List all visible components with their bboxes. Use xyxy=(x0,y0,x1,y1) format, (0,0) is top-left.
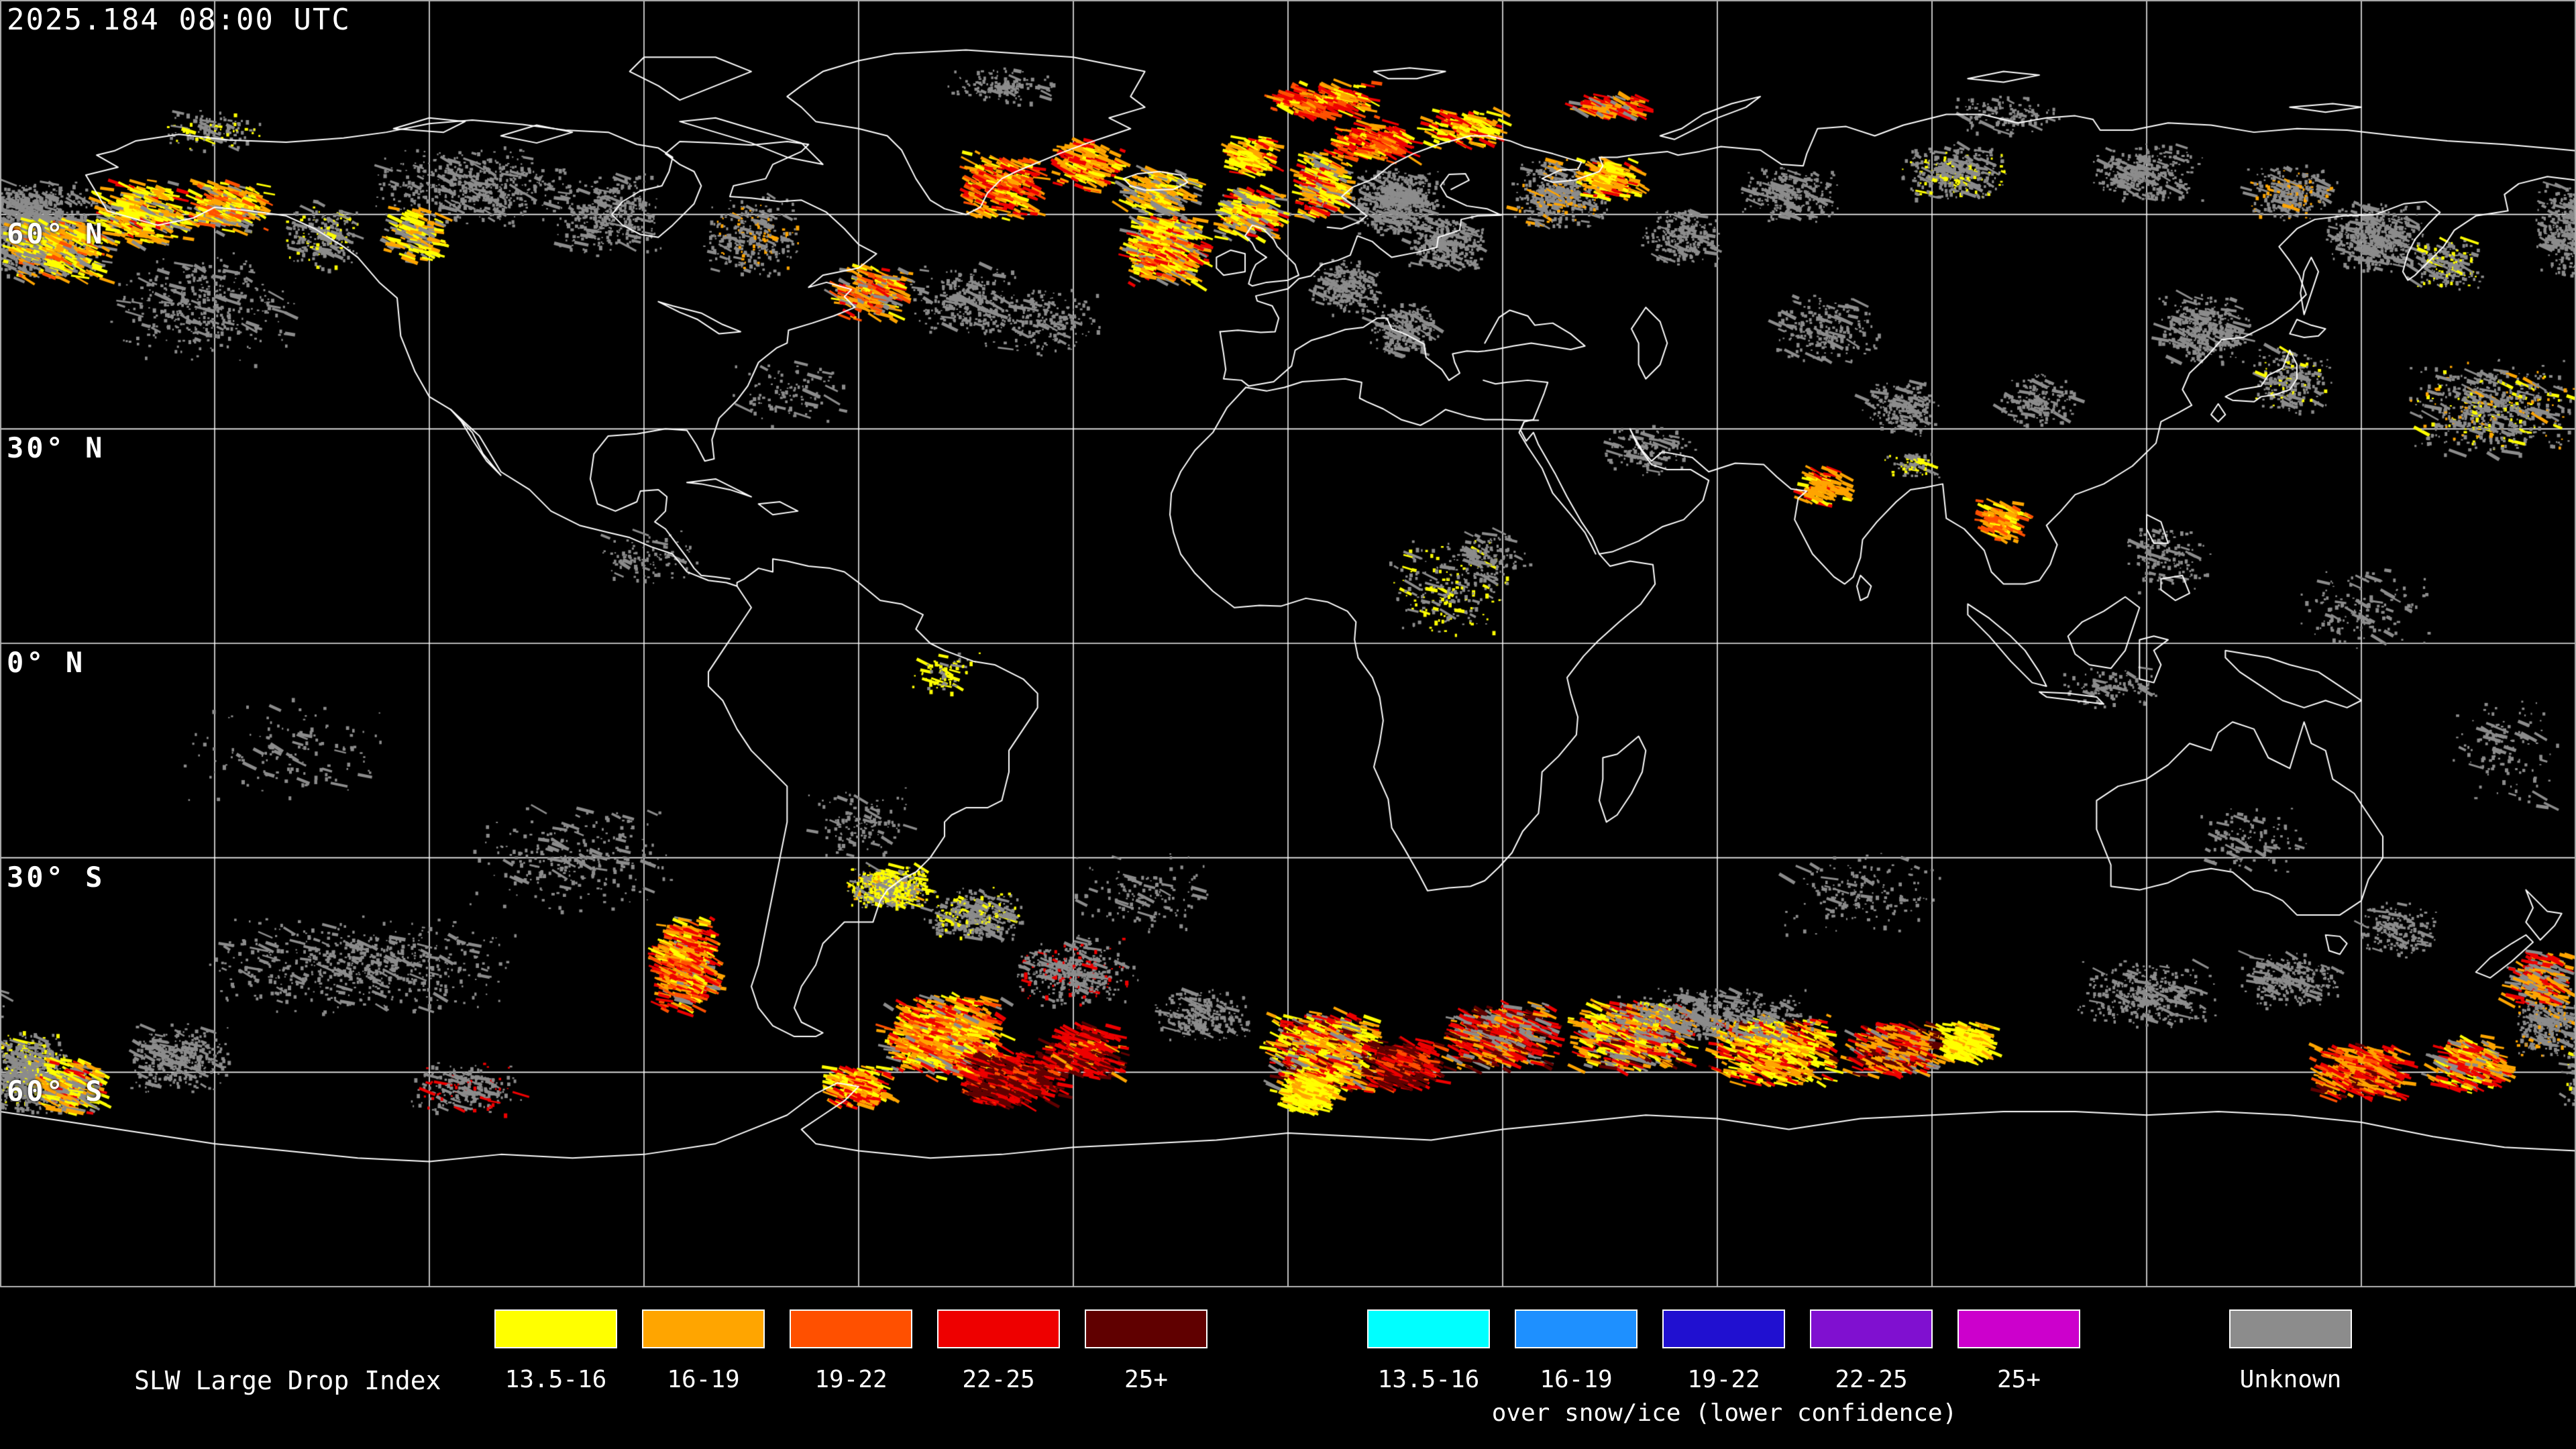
legend-group-snow-ice: 13.5-16 16-19 19-22 22-25 25+ xyxy=(1367,1309,2080,1393)
legend: SLW Large Drop Index 13.5-16 16-19 19-22 22… xyxy=(0,1287,2576,1449)
legend-item: 19-22 xyxy=(790,1309,912,1393)
legend-swatch-label: 25+ xyxy=(1124,1366,1169,1393)
legend-swatch xyxy=(1085,1309,1208,1348)
legend-swatch-label: 19-22 xyxy=(1687,1366,1760,1393)
latitude-label: 0° N xyxy=(7,646,86,679)
latitude-label: 60° S xyxy=(7,1075,105,1108)
legend-swatch-label: 19-22 xyxy=(814,1366,888,1393)
legend-swatch xyxy=(2229,1309,2352,1348)
legend-swatch-label: Unknown xyxy=(2239,1366,2342,1393)
legend-swatch xyxy=(1810,1309,1933,1348)
legend-swatch xyxy=(494,1309,617,1348)
legend-swatch-label: 13.5-16 xyxy=(1377,1366,1480,1393)
legend-group-unknown: Unknown xyxy=(2229,1309,2352,1393)
legend-item: 19-22 xyxy=(1662,1309,1785,1393)
legend-swatch xyxy=(1515,1309,1638,1348)
legend-caption-snow-ice: over snow/ice (lower confidence) xyxy=(1491,1399,1957,1427)
legend-swatch-label: 25+ xyxy=(1996,1366,2041,1393)
legend-item: 16-19 xyxy=(1515,1309,1638,1393)
legend-item: 13.5-16 xyxy=(494,1309,617,1393)
latitude-label: 30° S xyxy=(7,860,105,894)
legend-swatch-label: 22-25 xyxy=(962,1366,1035,1393)
legend-item: 16-19 xyxy=(642,1309,765,1393)
legend-swatch-label: 13.5-16 xyxy=(504,1366,607,1393)
legend-item: Unknown xyxy=(2229,1309,2352,1393)
legend-swatch xyxy=(1662,1309,1785,1348)
legend-swatch xyxy=(1367,1309,1490,1348)
latitude-label: 30° N xyxy=(7,431,105,465)
legend-swatch-label: 16-19 xyxy=(1540,1366,1613,1393)
timestamp: 2025.184 08:00 UTC xyxy=(7,3,351,37)
legend-swatch xyxy=(642,1309,765,1348)
legend-swatch xyxy=(790,1309,912,1348)
legend-swatch xyxy=(1957,1309,2080,1348)
legend-item: 25+ xyxy=(1085,1309,1208,1393)
legend-item: 22-25 xyxy=(1810,1309,1933,1393)
legend-item: 25+ xyxy=(1957,1309,2080,1393)
legend-swatch-label: 16-19 xyxy=(667,1366,740,1393)
legend-swatch-label: 22-25 xyxy=(1835,1366,1908,1393)
legend-title: SLW Large Drop Index xyxy=(134,1366,441,1395)
world-map-canvas xyxy=(0,0,2576,1287)
legend-swatch xyxy=(937,1309,1060,1348)
legend-item: 22-25 xyxy=(937,1309,1060,1393)
world-map: 60° N 30° N 0° N 30° S 60° S 2025.184 08:00 … xyxy=(0,0,2576,1287)
legend-group-standard: 13.5-16 16-19 19-22 22-25 25+ xyxy=(494,1309,1208,1393)
legend-item: 13.5-16 xyxy=(1367,1309,1490,1393)
latitude-label: 60° N xyxy=(7,217,105,250)
